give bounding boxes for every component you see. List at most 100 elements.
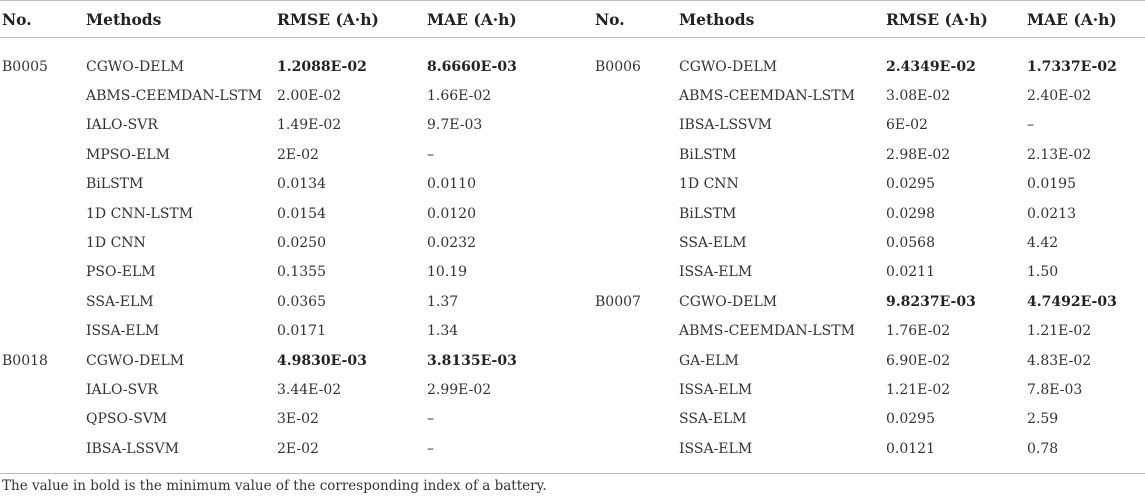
rmse-cell-right: 2.98E-02 — [886, 146, 951, 163]
method-cell-right: ABMS-CEEMDAN-LSTM — [679, 323, 855, 340]
method-cell-right: IBSA-LSSVM — [679, 117, 772, 134]
battery-id-cell-right — [593, 434, 677, 475]
mae-cell-right: – — [1027, 117, 1034, 134]
rmse-cell-right: 2.4349E-02 — [886, 58, 976, 75]
method-cell-left: ISSA-ELM — [86, 323, 160, 340]
rmse-cell-left: 3.44E-02 — [277, 381, 342, 398]
method-cell-right: ISSA-ELM — [679, 264, 753, 281]
header-methods-left: Methods — [84, 0, 275, 38]
rmse-cell-left: 1.2088E-02 — [277, 58, 367, 75]
rmse-cell-left: 0.1355 — [277, 264, 326, 281]
rmse-cell-right: 6E-02 — [886, 117, 928, 134]
rmse-cell-right: 0.0568 — [886, 235, 935, 252]
method-cell-right: CGWO-DELM — [679, 293, 778, 310]
battery-id-cell-right — [593, 375, 677, 404]
mae-cell-right: 1.50 — [1027, 264, 1059, 281]
table-row: B0005 CGWO-DELM 1.2088E-02 8.6660E-03 B0006 C… — [0, 38, 1145, 82]
method-cell-right: BiLSTM — [679, 146, 737, 163]
header-row: No. Methods RMSE (A·h) MAE (A·h) No. Met… — [0, 0, 1145, 38]
method-cell-right: BiLSTM — [679, 205, 737, 222]
mae-cell-left: – — [425, 434, 593, 475]
mae-cell-left: – — [427, 146, 434, 163]
table-row: IALO-SVR 1.49E-02 9.7E-03 IBSA-LSSVM 6E-02 – — [0, 111, 1145, 140]
method-cell-left: BiLSTM — [86, 176, 144, 193]
rmse-cell-right: 0.0298 — [886, 205, 935, 222]
battery-id-cell-right: B0007 — [595, 293, 641, 310]
method-cell-left: 1D CNN — [86, 235, 146, 252]
battery-id-cell-left: B0005 — [2, 58, 48, 75]
rmse-cell-left: 4.9830E-03 — [277, 352, 367, 369]
method-cell-left: CGWO-DELM — [86, 58, 185, 75]
battery-id-cell-right — [593, 405, 677, 434]
mae-cell-right: 4.7492E-03 — [1027, 293, 1117, 310]
battery-id-cell-right — [593, 81, 677, 110]
rmse-cell-left: 1.49E-02 — [277, 117, 342, 134]
mae-cell-left: 0.0232 — [427, 235, 476, 252]
table-row: 1D CNN 0.0250 0.0232 SSA-ELM 0.0568 4.42 — [0, 228, 1145, 257]
battery-id-cell-left — [0, 405, 84, 434]
mae-cell-left: 9.7E-03 — [427, 117, 483, 134]
mae-cell-right: 2.59 — [1027, 411, 1059, 428]
mae-cell-left: 10.19 — [427, 264, 468, 281]
rmse-cell-left: 2E-02 — [275, 434, 425, 475]
header-rmse-right: RMSE (A·h) — [884, 0, 1025, 38]
table-row: ISSA-ELM 0.0171 1.34 ABMS-CEEMDAN-LSTM 1.76E… — [0, 317, 1145, 346]
header-mae-right: MAE (A·h) — [1025, 0, 1145, 38]
battery-id-cell-right: B0006 — [595, 58, 641, 75]
battery-id-cell-right — [593, 140, 677, 169]
mae-cell-right: 4.42 — [1027, 235, 1059, 252]
mae-cell-right: 1.7337E-02 — [1027, 58, 1117, 75]
method-cell-left: ABMS-CEEMDAN-LSTM — [86, 88, 262, 105]
rmse-cell-left: 3E-02 — [277, 411, 319, 428]
method-cell-left: QPSO-SVM — [86, 411, 168, 428]
table-row: ABMS-CEEMDAN-LSTM 2.00E-02 1.66E-02 ABMS-CE… — [0, 81, 1145, 110]
table-row: MPSO-ELM 2E-02 – BiLSTM 2.98E-02 2.13E-02 — [0, 140, 1145, 169]
header-mae-left: MAE (A·h) — [425, 0, 593, 38]
table-body: B0005 CGWO-DELM 1.2088E-02 8.6660E-03 B0006 C… — [0, 38, 1145, 475]
table-row: PSO-ELM 0.1355 10.19 ISSA-ELM 0.0211 1.50 — [0, 258, 1145, 287]
battery-id-cell-left — [0, 111, 84, 140]
mae-cell-right: 2.40E-02 — [1027, 88, 1092, 105]
method-cell-left: PSO-ELM — [86, 264, 156, 281]
method-cell-right: CGWO-DELM — [679, 58, 778, 75]
method-cell-left: IALO-SVR — [86, 381, 158, 398]
rmse-cell-left: 2.00E-02 — [277, 88, 342, 105]
battery-id-cell-left — [0, 317, 84, 346]
method-cell-left: IALO-SVR — [86, 117, 158, 134]
battery-id-cell-right — [593, 111, 677, 140]
battery-id-cell-left — [0, 258, 84, 287]
battery-id-cell-right — [593, 228, 677, 257]
method-cell-left: 1D CNN-LSTM — [86, 205, 194, 222]
battery-id-cell-left — [0, 199, 84, 228]
battery-id-cell-right — [593, 199, 677, 228]
rmse-cell-left: 2E-02 — [277, 146, 319, 163]
rmse-cell-right: 1.76E-02 — [886, 323, 951, 340]
results-table: No. Methods RMSE (A·h) MAE (A·h) No. Met… — [0, 0, 1145, 475]
mae-cell-left: 1.66E-02 — [427, 88, 492, 105]
method-cell-right: ISSA-ELM — [677, 434, 884, 475]
rmse-cell-left: 0.0365 — [277, 293, 326, 310]
table-row: IBSA-LSSVM 2E-02– ISSA-ELM 0.0121 0.78 — [0, 434, 1145, 475]
mae-cell-right: 1.21E-02 — [1027, 323, 1092, 340]
table-row: IALO-SVR 3.44E-02 2.99E-02 ISSA-ELM 1.21E-02… — [0, 375, 1145, 404]
battery-id-cell-left — [0, 170, 84, 199]
battery-id-cell-left — [0, 375, 84, 404]
header-no-left: No. — [0, 0, 84, 38]
method-cell-left: MPSO-ELM — [86, 146, 170, 163]
rmse-cell-right: 1.21E-02 — [886, 381, 951, 398]
method-cell-right: 1D CNN — [679, 176, 739, 193]
table-row: BiLSTM 0.0134 0.0110 1D CNN 0.0295 0.0195 — [0, 170, 1145, 199]
mae-cell-left: 1.34 — [427, 323, 459, 340]
mae-cell-right: 7.8E-03 — [1027, 381, 1083, 398]
table-row: 1D CNN-LSTM 0.0154 0.0120 BiLSTM 0.0298 0.021… — [0, 199, 1145, 228]
battery-id-cell-left — [0, 140, 84, 169]
header-no-right: No. — [593, 0, 677, 38]
mae-cell-left: 2.99E-02 — [427, 381, 492, 398]
battery-id-cell-right — [593, 170, 677, 199]
rmse-cell-left: 0.0134 — [277, 176, 326, 193]
rmse-cell-right: 6.90E-02 — [886, 352, 951, 369]
table-row: B0018 CGWO-DELM 4.9830E-03 3.8135E-03 GA-ELM… — [0, 346, 1145, 375]
rmse-cell-left: 0.0154 — [277, 205, 326, 222]
mae-cell-left: 0.0120 — [427, 205, 476, 222]
